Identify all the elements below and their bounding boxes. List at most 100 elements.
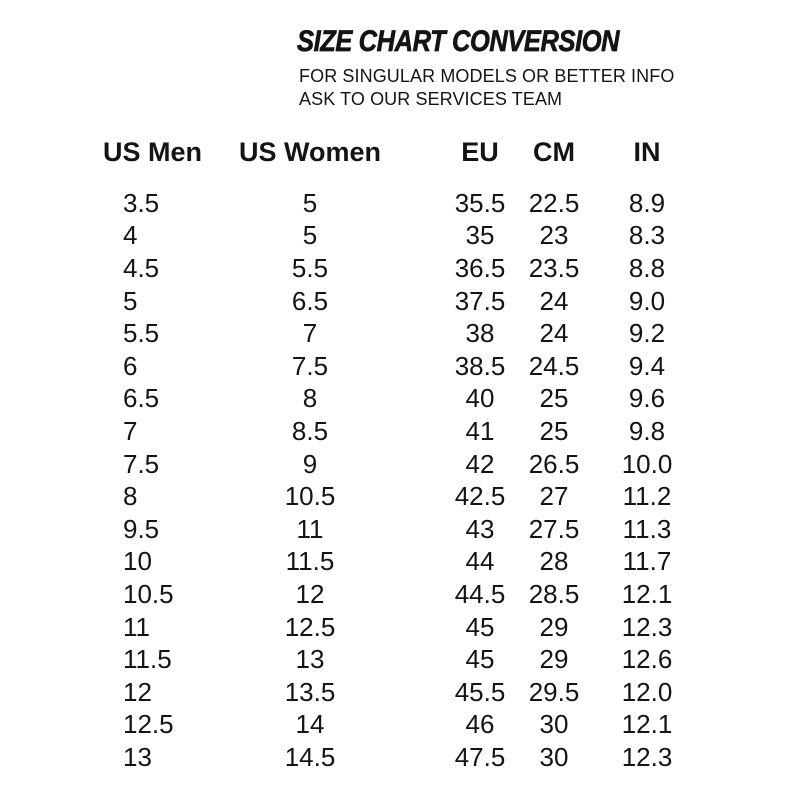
cell-in: 8.3 bbox=[628, 220, 666, 251]
cell-eu: 42 bbox=[465, 448, 495, 479]
cell-in: 12.3 bbox=[621, 741, 673, 772]
subtitle-line-1: FOR SINGULAR MODELS OR BETTER INFO bbox=[299, 66, 675, 86]
cell-us-men: 10 bbox=[123, 546, 152, 577]
cell-cm: 29 bbox=[539, 611, 569, 642]
cell-in: 8.8 bbox=[628, 252, 666, 283]
table-header-row: US Men US Women EU CM IN bbox=[100, 137, 682, 167]
cell-us-women: 5 bbox=[302, 220, 318, 251]
cell-cm: 28 bbox=[539, 546, 569, 577]
cell-us-women: 10.5 bbox=[284, 481, 336, 512]
cell-cm: 29 bbox=[539, 644, 569, 675]
cell-cm: 24.5 bbox=[528, 350, 580, 381]
cell-cm: 23.5 bbox=[528, 252, 580, 283]
cell-eu: 41 bbox=[465, 415, 495, 446]
cell-eu: 38.5 bbox=[454, 350, 506, 381]
cell-eu: 47.5 bbox=[454, 741, 506, 772]
cell-us-women: 9 bbox=[302, 448, 318, 479]
cell-eu: 46 bbox=[465, 709, 495, 740]
cell-cm: 27 bbox=[539, 481, 569, 512]
column-header-cm: CM bbox=[533, 137, 575, 167]
cell-eu: 45 bbox=[465, 611, 495, 642]
cell-eu: 37.5 bbox=[454, 285, 506, 316]
cell-us-men: 9.5 bbox=[123, 513, 160, 544]
table-row: 7.5 9 42 26.5 10.0 bbox=[100, 448, 682, 481]
subtitle-line-2: ASK TO OUR SERVICES TEAM bbox=[299, 89, 563, 109]
cell-in: 8.9 bbox=[628, 187, 666, 218]
cell-in: 10.0 bbox=[621, 448, 673, 479]
column-header-us-men: US Men bbox=[103, 137, 203, 167]
cell-cm: 25 bbox=[539, 383, 569, 414]
cell-us-men: 13 bbox=[123, 741, 152, 772]
cell-cm: 22.5 bbox=[528, 187, 580, 218]
column-header-in: IN bbox=[633, 137, 661, 167]
cell-us-women: 14.5 bbox=[284, 741, 336, 772]
table-row: 11.5 13 45 29 12.6 bbox=[100, 643, 682, 676]
cell-us-men: 11.5 bbox=[123, 644, 172, 675]
table-row: 6.5 8 40 25 9.6 bbox=[100, 383, 682, 416]
cell-in: 9.8 bbox=[628, 415, 666, 446]
cell-us-women: 13 bbox=[295, 644, 325, 675]
table-row: 13 14.5 47.5 30 12.3 bbox=[100, 741, 682, 774]
cell-us-men: 7 bbox=[123, 415, 138, 446]
cell-us-women: 12 bbox=[295, 578, 325, 609]
cell-cm: 26.5 bbox=[528, 448, 580, 479]
cell-cm: 30 bbox=[539, 741, 569, 772]
cell-eu: 43 bbox=[465, 513, 495, 544]
cell-in: 12.1 bbox=[621, 578, 673, 609]
cell-us-men: 12 bbox=[123, 676, 152, 707]
cell-us-women: 5 bbox=[302, 187, 318, 218]
cell-cm: 24 bbox=[539, 285, 569, 316]
cell-cm: 25 bbox=[539, 415, 569, 446]
table-row: 3.5 5 35.5 22.5 8.9 bbox=[100, 187, 682, 220]
cell-in: 12.1 bbox=[621, 709, 673, 740]
table-row: 12 13.5 45.5 29.5 12.0 bbox=[100, 676, 682, 709]
table-row: 10.5 12 44.5 28.5 12.1 bbox=[100, 578, 682, 611]
cell-us-women: 11.5 bbox=[285, 546, 335, 577]
cell-us-women: 8 bbox=[302, 383, 318, 414]
cell-us-women: 7 bbox=[302, 318, 318, 349]
cell-us-men: 5.5 bbox=[123, 318, 160, 349]
cell-us-women: 6.5 bbox=[291, 285, 329, 316]
cell-in: 11.2 bbox=[622, 481, 672, 512]
cell-us-women: 5.5 bbox=[291, 252, 329, 283]
table-row: 5.5 7 38 24 9.2 bbox=[100, 317, 682, 350]
cell-in: 9.6 bbox=[628, 383, 666, 414]
cell-in: 12.3 bbox=[621, 611, 673, 642]
page-title: SIZE CHART CONVERSION bbox=[297, 25, 620, 58]
cell-cm: 23 bbox=[539, 220, 569, 251]
cell-us-women: 13.5 bbox=[284, 676, 336, 707]
header: SIZE CHART CONVERSION FOR SINGULAR MODEL… bbox=[297, 25, 676, 111]
cell-us-women: 12.5 bbox=[284, 611, 336, 642]
table-row: 7 8.5 41 25 9.8 bbox=[100, 415, 682, 448]
cell-eu: 42.5 bbox=[454, 481, 506, 512]
cell-cm: 24 bbox=[539, 318, 569, 349]
table-row: 11 12.5 45 29 12.3 bbox=[100, 611, 682, 644]
table-row: 6 7.5 38.5 24.5 9.4 bbox=[100, 350, 682, 383]
cell-us-men: 3.5 bbox=[123, 187, 160, 218]
cell-us-women: 8.5 bbox=[291, 415, 329, 446]
cell-us-men: 6 bbox=[123, 350, 138, 381]
cell-eu: 45.5 bbox=[454, 676, 506, 707]
table-row: 10 11.5 44 28 11.7 bbox=[100, 546, 682, 579]
cell-in: 11.7 bbox=[622, 546, 672, 577]
table-body: 3.5 5 35.5 22.5 8.9 4 5 35 23 8.3 4.5 5.5 36.5 23.5 8.… bbox=[100, 187, 682, 774]
table-row: 4 5 35 23 8.3 bbox=[100, 220, 682, 253]
cell-eu: 44.5 bbox=[454, 578, 506, 609]
cell-in: 9.0 bbox=[628, 285, 666, 316]
cell-us-men: 10.5 bbox=[123, 578, 174, 609]
cell-us-men: 4.5 bbox=[123, 252, 160, 283]
cell-us-women: 14 bbox=[295, 709, 325, 740]
cell-cm: 30 bbox=[539, 709, 569, 740]
cell-eu: 36.5 bbox=[454, 252, 506, 283]
cell-eu: 38 bbox=[465, 318, 495, 349]
cell-in: 11.3 bbox=[622, 513, 672, 544]
cell-us-men: 11 bbox=[123, 611, 150, 642]
cell-cm: 28.5 bbox=[528, 578, 580, 609]
cell-us-men: 12.5 bbox=[123, 709, 174, 740]
cell-us-women: 7.5 bbox=[291, 350, 329, 381]
cell-us-men: 5 bbox=[123, 285, 138, 316]
table-row: 4.5 5.5 36.5 23.5 8.8 bbox=[100, 252, 682, 285]
cell-us-men: 8 bbox=[123, 481, 138, 512]
table-row: 12.5 14 46 30 12.1 bbox=[100, 709, 682, 742]
